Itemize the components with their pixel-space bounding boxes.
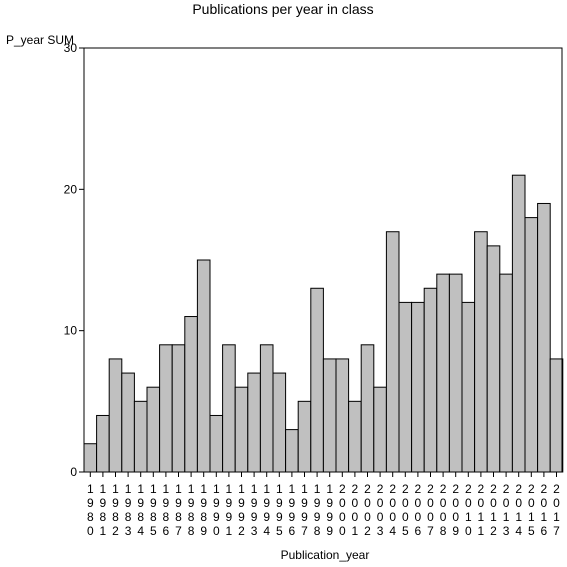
bar-2005 xyxy=(398,301,413,473)
bar-1983 xyxy=(121,372,135,473)
bar-1980 xyxy=(83,443,98,473)
y-tick-label-20: 20 xyxy=(64,182,78,196)
bar-2006 xyxy=(411,301,425,473)
bar-2015 xyxy=(524,217,539,473)
bars-group xyxy=(83,174,564,473)
bar-2001 xyxy=(348,400,362,473)
bar-2009 xyxy=(448,273,463,473)
x-axis-label: Publication_year xyxy=(281,548,370,562)
bar-2014 xyxy=(511,174,526,473)
bar-1998 xyxy=(310,287,324,473)
bar-1993 xyxy=(247,372,261,473)
chart-title: Publications per year in class xyxy=(192,1,373,17)
bar-1997 xyxy=(297,400,312,473)
bar-2000 xyxy=(335,358,350,473)
bar-2004 xyxy=(385,231,400,473)
bar-2012 xyxy=(486,245,501,473)
bar-1985 xyxy=(146,386,161,473)
bar-1984 xyxy=(133,400,148,473)
bar-1988 xyxy=(184,316,198,473)
y-axis-label: P_year SUM xyxy=(6,33,74,47)
bar-1994 xyxy=(259,344,274,473)
bar-1992 xyxy=(234,386,249,473)
bar-2003 xyxy=(373,386,387,473)
bar-2017 xyxy=(549,358,564,473)
bar-1982 xyxy=(108,358,123,473)
bar-1999 xyxy=(322,358,337,473)
y-tick-label-10: 10 xyxy=(64,324,78,338)
bar-2007 xyxy=(423,287,438,473)
x-axis: 1 9 8 0 1 9 8 1 1 9 8 2 1 9 8 3 1 9 8 4 1 9 8 5 1 9 8 6 1 9 8 7 1 9 8 8 1 9 8 9… xyxy=(87,472,560,538)
bar-2008 xyxy=(436,273,450,473)
plot-frame xyxy=(83,47,563,473)
y-tick-label-30: 30 xyxy=(64,41,78,55)
bar-1991 xyxy=(222,344,236,473)
bar-1990 xyxy=(209,414,224,473)
bar-2013 xyxy=(499,273,513,473)
bar-1989 xyxy=(196,259,211,473)
y-axis: 0 10 20 30 xyxy=(64,41,84,479)
bar-1987 xyxy=(171,344,186,473)
bar-2011 xyxy=(474,231,488,473)
bar-2002 xyxy=(360,344,375,473)
bar-1995 xyxy=(272,372,287,473)
bar-1981 xyxy=(96,414,110,473)
y-tick-label-0: 0 xyxy=(70,465,77,479)
bar-2016 xyxy=(537,202,551,473)
bar-2010 xyxy=(461,301,476,473)
bar-1986 xyxy=(159,344,173,473)
bar-1996 xyxy=(285,429,299,473)
